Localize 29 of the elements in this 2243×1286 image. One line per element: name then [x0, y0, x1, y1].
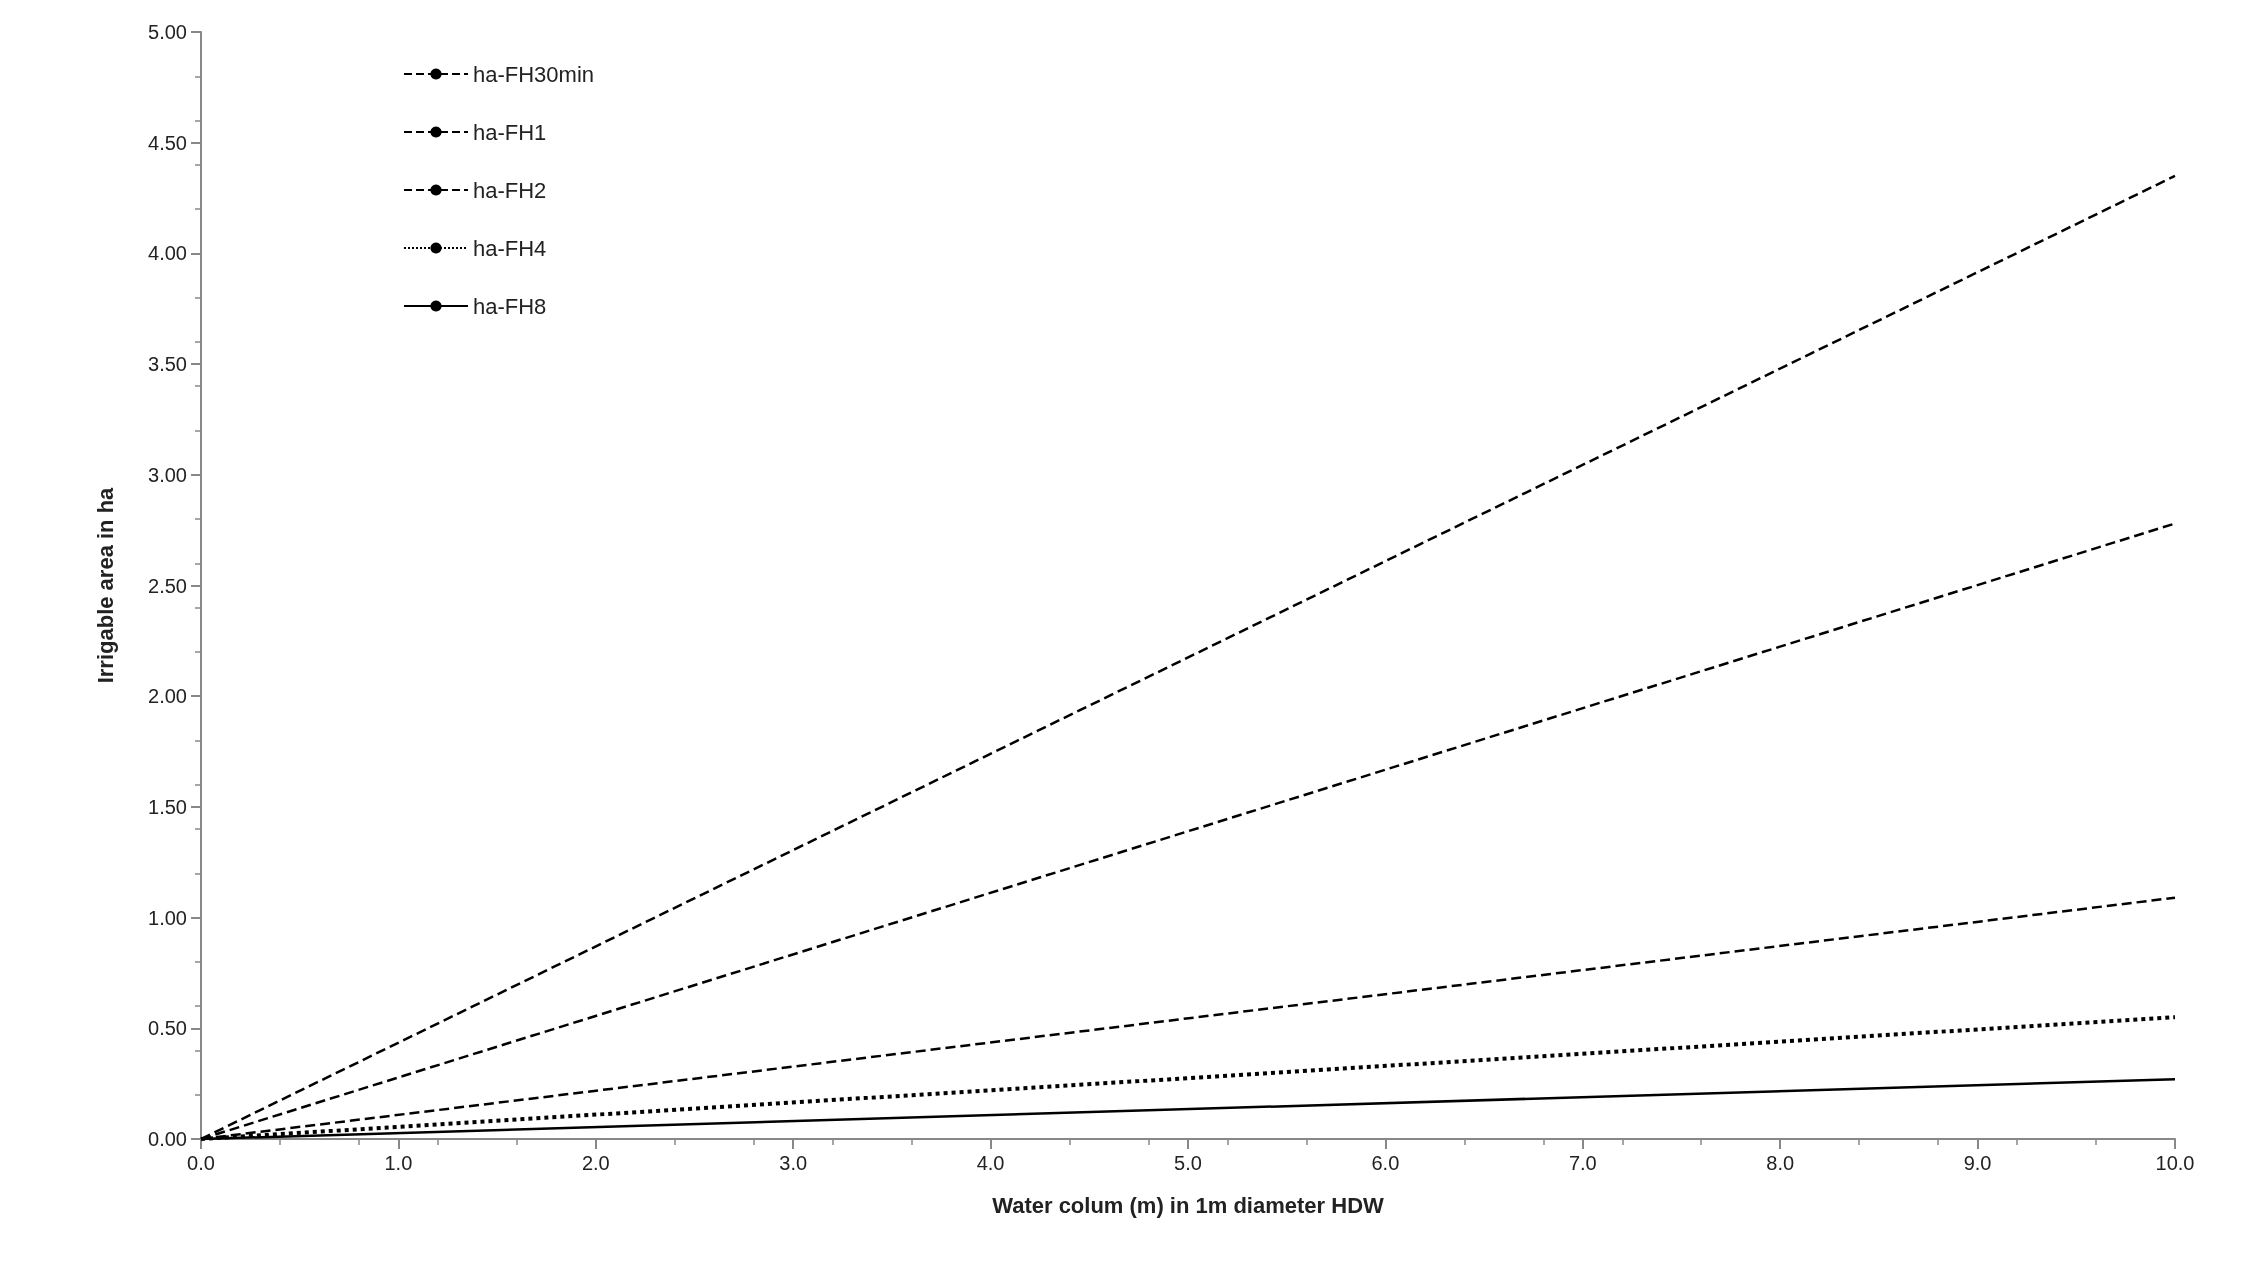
x-tick-label: 8.0	[1766, 1152, 1795, 1174]
x-tick-label: 3.0	[779, 1152, 808, 1174]
y-tick-label: 3.00	[148, 463, 187, 486]
legend-label: ha-FH30min	[473, 61, 595, 87]
x-tick-label: 2.0	[581, 1152, 610, 1174]
y-tick-label: 5.00	[148, 21, 187, 43]
legend-label: ha-FH1	[473, 119, 547, 145]
x-tick-label: 6.0	[1371, 1152, 1400, 1174]
x-tick-label: 10.0	[2155, 1152, 2195, 1174]
x-tick-label: 0.0	[187, 1152, 215, 1174]
y-tick-label: 0.00	[148, 1128, 187, 1150]
legend-label: ha-FH8	[473, 293, 547, 319]
x-tick-label: 5.0	[1174, 1152, 1202, 1174]
y-tick-label: 4.50	[148, 131, 187, 154]
y-tick-label: 2.00	[148, 685, 187, 708]
x-tick-label: 4.0	[976, 1152, 1005, 1174]
y-tick-label: 2.50	[148, 574, 187, 597]
y-axis-title: Irrigable area in ha	[92, 486, 118, 684]
y-tick-label: 3.50	[148, 353, 187, 376]
x-tick-label: 9.0	[1963, 1152, 1992, 1174]
y-tick-label: 1.00	[148, 906, 187, 929]
legend-label: ha-FH2	[473, 177, 547, 203]
y-tick-label: 1.50	[148, 795, 187, 818]
legend-label: ha-FH4	[473, 235, 547, 261]
x-tick-label: 7.0	[1568, 1152, 1597, 1174]
x-axis-title: Water colum (m) in 1m diameter HDW	[992, 1192, 1385, 1218]
y-tick-label: 0.50	[148, 1017, 187, 1040]
x-tick-label: 1.0	[384, 1152, 413, 1174]
y-tick-label: 4.00	[148, 242, 187, 265]
